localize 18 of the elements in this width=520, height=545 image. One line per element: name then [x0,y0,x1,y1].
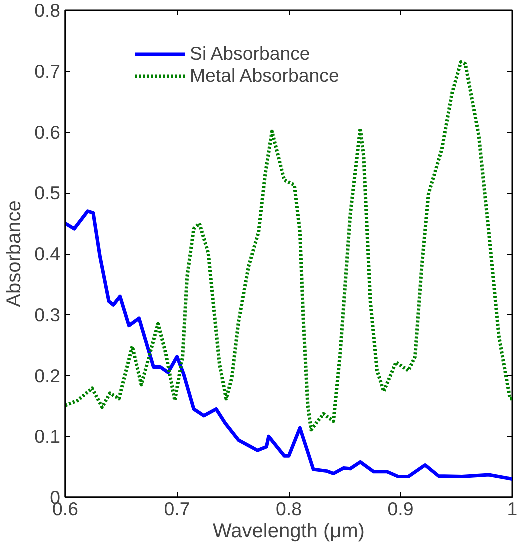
x-tick-label: 0.7 [164,498,190,520]
x-tick-label: 0.8 [276,498,302,520]
line-series [66,210,512,481]
legend-label: Metal Absorbance [190,65,340,87]
y-tick-label: 0.2 [34,365,61,386]
y-tick-label: 0.8 [34,0,61,21]
x-axis-title: Wavelength (μm) [213,520,365,542]
y-tick-label: 0.1 [34,426,61,448]
x-tick-label: 0.9 [388,498,414,520]
y-tick-label: 0.6 [34,122,61,143]
y-tick-label: 0.5 [34,182,61,204]
x-tick-label: 1 [507,498,518,520]
y-tick-label: 0.7 [34,60,61,82]
y-axis-title: Absorbance [4,200,26,308]
legend-label: Si Absorbance [190,43,310,65]
line-series [66,60,512,432]
y-tick-label: 0.3 [34,304,61,326]
y-tick-label: 0.4 [34,244,61,264]
